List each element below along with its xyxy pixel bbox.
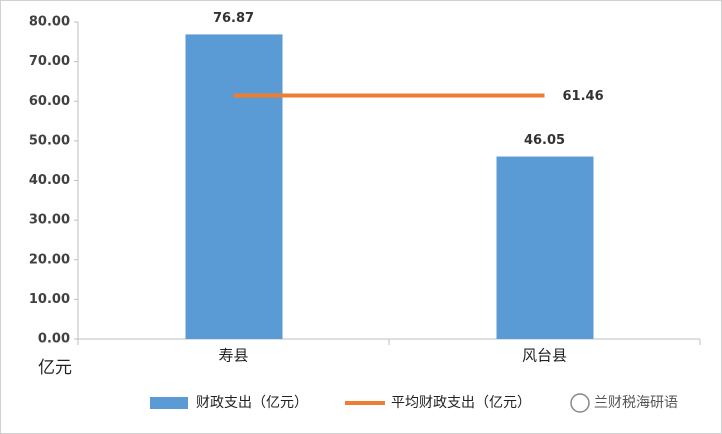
x-tick-label: 风台县 [522, 347, 567, 365]
y-tick-label: 20.00 [29, 252, 70, 267]
bar [496, 156, 594, 339]
watermark-text: 兰财税海研语 [594, 395, 678, 411]
bar [185, 34, 283, 340]
y-tick-label: 70.00 [29, 54, 70, 69]
y-tick-label: 30.00 [29, 213, 70, 228]
y-tick-label: 40.00 [29, 173, 70, 188]
legend-label: 财政支出（亿元） [196, 395, 308, 411]
watermark: 兰财税海研语 [570, 393, 678, 413]
data-label: 61.46 [563, 89, 604, 104]
y-tick-label: 80.00 [29, 15, 70, 30]
y-tick-label: 10.00 [29, 292, 70, 307]
x-tick-label: 寿县 [218, 347, 248, 365]
legend-swatch [150, 397, 188, 409]
y-tick-label: 60.00 [29, 94, 70, 109]
data-label: 46.05 [524, 133, 565, 148]
watermark-icon [570, 393, 590, 413]
y-axis-unit: 亿元 [38, 358, 72, 378]
y-tick-label: 0.00 [38, 332, 70, 347]
y-tick-label: 50.00 [29, 133, 70, 148]
data-label: 76.87 [213, 11, 254, 26]
legend-label: 平均财政支出（亿元） [391, 395, 531, 411]
